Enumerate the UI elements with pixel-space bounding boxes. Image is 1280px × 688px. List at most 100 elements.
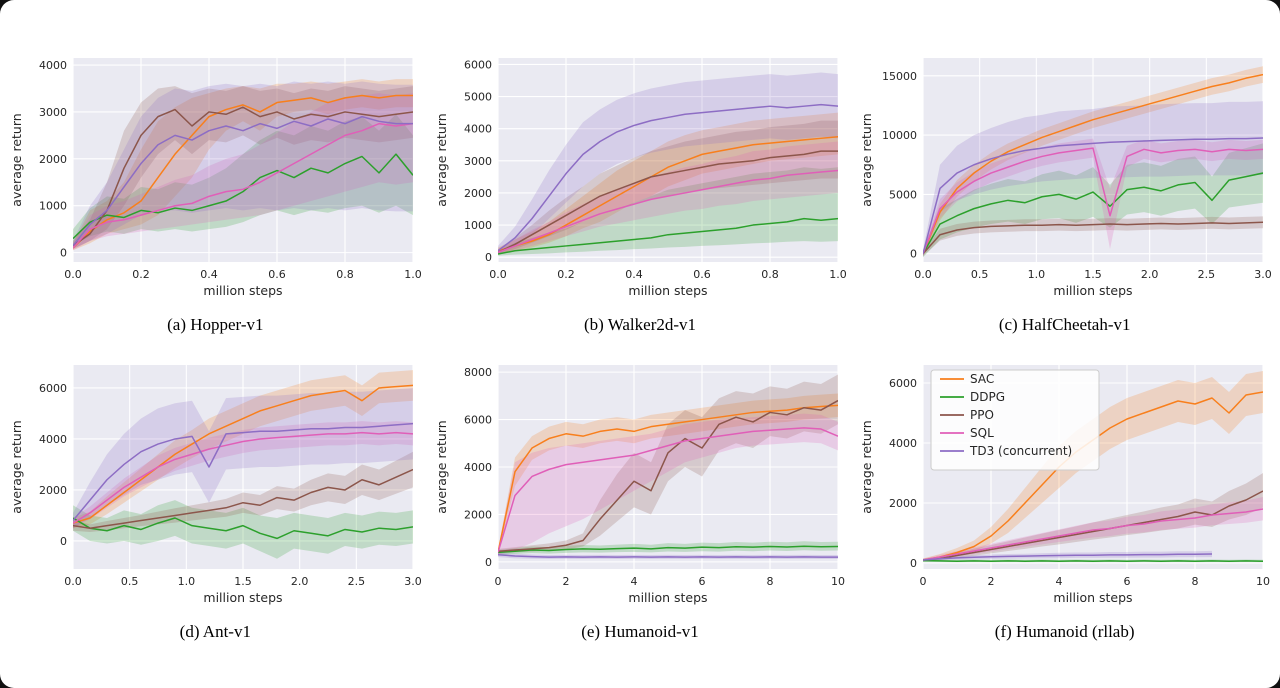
x-tick-label: 6 — [698, 575, 705, 588]
subplot-humanoid-v1: 0 2 4 6 8 10 0 2000 4000 6000 8000 million steps ave… — [429, 353, 852, 642]
chart-ant-v1: 0.0 0.5 1.0 1.5 2.0 2.5 3.0 0 2000 4000 6000 millio… — [9, 365, 422, 605]
y-tick-label: 6000 — [464, 58, 492, 71]
series-line-DDPG — [497, 545, 838, 554]
x-tick-label: 0.0 — [914, 268, 932, 281]
series-line-TD3 (concurrent) — [497, 103, 838, 252]
x-tick-label: 6 — [1123, 575, 1130, 588]
x-tick-label: 0.6 — [693, 268, 711, 281]
x-tick-label: 1.5 — [235, 575, 253, 588]
plot-area — [497, 58, 838, 262]
subplot-walker2d: 0.0 0.2 0.4 0.6 0.8 1.0 0 1000 2000 3000 4000 5000 6… — [429, 46, 852, 335]
y-tick-label: 4000 — [39, 59, 67, 72]
series-line-TD3 (concurrent) — [73, 422, 414, 522]
x-tick-label: 1.0 — [1027, 268, 1045, 281]
y-axis-label: average return — [859, 113, 874, 206]
y-axis-label: average return — [9, 420, 24, 513]
series-line-DDPG — [922, 559, 1263, 562]
y-tick-label: 6000 — [464, 414, 492, 427]
x-tick-label: 0.0 — [489, 268, 507, 281]
y-tick-label: 8000 — [464, 366, 492, 379]
x-tick-label: 0.4 — [201, 268, 219, 281]
y-tick-label: 0 — [910, 248, 917, 261]
y-axis-label: average return — [9, 113, 24, 206]
x-tick-label: 2.5 — [348, 575, 366, 588]
x-axis-label: million steps — [628, 590, 707, 605]
legend-label-SQL: SQL — [970, 426, 994, 440]
x-tick-label: 0 — [919, 575, 926, 588]
x-tick-label: 0 — [494, 575, 501, 588]
series-band-SQL — [922, 138, 1263, 257]
y-tick-label: 3000 — [464, 155, 492, 168]
series-line-SAC — [922, 73, 1263, 254]
series-line-SQL — [922, 147, 1263, 254]
y-tick-label: 2000 — [464, 508, 492, 521]
series-line-SAC — [73, 384, 414, 524]
series-band-SAC — [497, 112, 838, 254]
series-band-PPO — [497, 374, 838, 554]
series-band-SAC — [73, 79, 414, 251]
caption-walker2d: (b) Walker2d-v1 — [583, 315, 697, 334]
x-axis-label: million steps — [1053, 283, 1132, 298]
series-line-TD3 (concurrent) — [922, 553, 1212, 561]
series-line-SQL — [497, 427, 838, 553]
series-band-SAC — [497, 393, 838, 555]
series-line-PPO — [922, 221, 1263, 255]
x-tick-label: 2.0 — [1141, 268, 1159, 281]
series-band-TD3 (concurrent) — [73, 81, 414, 249]
subplot-grid: 0.0 0.2 0.4 0.6 0.8 1.0 0 1000 2000 3000 4000 milli… — [4, 42, 1276, 646]
y-axis-label: average return — [859, 420, 874, 513]
series-band-SQL — [497, 413, 838, 555]
x-tick-label: 0.5 — [971, 268, 989, 281]
series-line-SAC — [497, 404, 838, 553]
legend-label-DDPG: DDPG — [970, 390, 1005, 404]
x-tick-label: 0.2 — [133, 268, 151, 281]
x-tick-label: 1.0 — [829, 268, 847, 281]
chart-halfcheetah-v1: 0.0 0.5 1.0 1.5 2.0 2.5 3.0 0 5000 10000 15000 mill… — [859, 58, 1271, 298]
legend-label-SAC: SAC — [970, 372, 994, 386]
x-tick-label: 2 — [987, 575, 994, 588]
x-tick-label: 0.0 — [65, 268, 83, 281]
series-band-SAC — [922, 371, 1263, 562]
y-tick-label: 5000 — [464, 91, 492, 104]
y-tick-label: 15000 — [882, 70, 917, 83]
legend-box — [930, 369, 1100, 471]
series-line-DDPG — [922, 172, 1263, 255]
x-axis-label: million steps — [628, 283, 707, 298]
x-axis-label: million steps — [204, 283, 283, 298]
series-line-PPO — [73, 468, 414, 529]
y-tick-label: 2000 — [39, 484, 67, 497]
subplot-ant: 0.0 0.5 1.0 1.5 2.0 2.5 3.0 0 2000 4000 6000 millio… — [4, 353, 427, 642]
y-tick-label: 10000 — [882, 129, 917, 142]
plot-area — [73, 58, 414, 262]
y-tick-label: 4000 — [39, 433, 67, 446]
series-band-PPO — [73, 86, 414, 249]
series-line-PPO — [497, 399, 838, 552]
series-line-TD3 (concurrent) — [73, 115, 414, 247]
y-tick-label: 5000 — [889, 188, 917, 201]
subplot-halfcheetah: 0.0 0.5 1.0 1.5 2.0 2.5 3.0 0 5000 10000 15000 mill… — [853, 46, 1276, 335]
y-tick-label: 0 — [485, 556, 492, 569]
y-tick-label: 0 — [60, 535, 67, 548]
chart-walker2d-v1: 0.0 0.2 0.4 0.6 0.8 1.0 0 1000 2000 3000 4000 5000 6… — [434, 58, 847, 298]
series-line-SAC — [73, 94, 414, 249]
y-axis-label: average return — [434, 113, 449, 206]
x-tick-label: 8 — [766, 575, 773, 588]
series-band-SQL — [497, 141, 838, 255]
series-line-DDPG — [73, 153, 414, 240]
series-line-SQL — [73, 122, 414, 249]
x-tick-label: 0.8 — [761, 268, 779, 281]
y-tick-label: 4000 — [464, 461, 492, 474]
series-line-DDPG — [73, 517, 414, 540]
x-tick-label: 10 — [1256, 575, 1270, 588]
y-tick-label: 1000 — [39, 200, 67, 213]
series-band-TD3 (concurrent) — [73, 387, 414, 529]
x-tick-label: 0.8 — [337, 268, 355, 281]
x-tick-label: 0.5 — [121, 575, 139, 588]
y-tick-label: 0 — [910, 557, 917, 570]
y-tick-label: 2000 — [464, 187, 492, 200]
x-axis-label: million steps — [1053, 590, 1132, 605]
x-tick-label: 0.4 — [625, 268, 643, 281]
series-line-PPO — [73, 106, 414, 247]
subplot-humanoid-rllab: 0 2 4 6 8 10 0 2000 4000 6000 million steps average… — [853, 353, 1276, 642]
series-band-DDPG — [73, 500, 414, 559]
